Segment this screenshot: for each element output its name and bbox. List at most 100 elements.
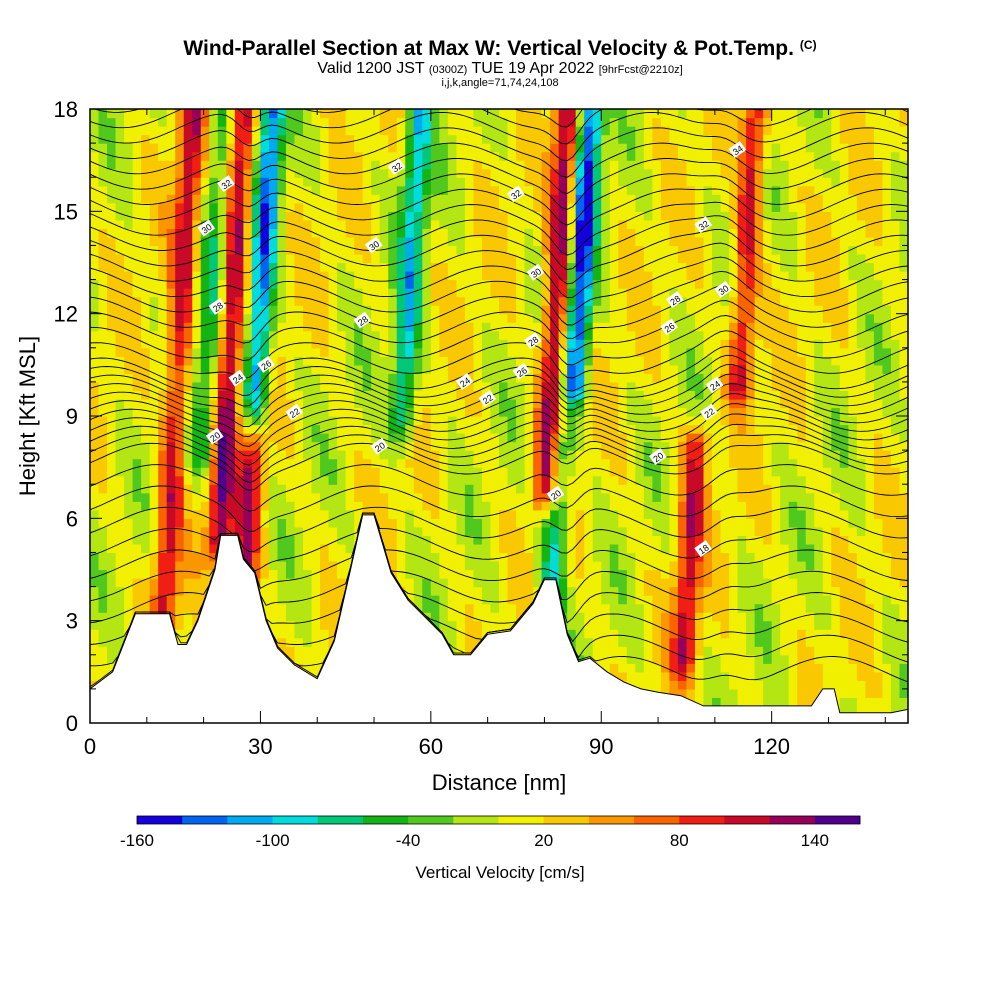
velocity-cell xyxy=(652,518,662,528)
velocity-cell xyxy=(618,117,628,127)
velocity-cell xyxy=(456,390,466,400)
velocity-cell xyxy=(371,373,381,383)
velocity-cell xyxy=(303,356,313,366)
velocity-cell xyxy=(507,356,517,366)
velocity-cell xyxy=(320,637,330,647)
velocity-cell xyxy=(141,450,151,460)
velocity-cell xyxy=(107,109,117,119)
velocity-cell xyxy=(635,663,645,673)
velocity-cell xyxy=(422,313,432,323)
velocity-cell xyxy=(379,347,389,357)
velocity-cell xyxy=(473,535,483,545)
velocity-cell xyxy=(200,271,210,281)
velocity-cell xyxy=(592,219,602,229)
velocity-cell xyxy=(226,390,236,400)
velocity-cell xyxy=(354,347,364,357)
velocity-cell xyxy=(609,202,619,212)
velocity-cell xyxy=(396,424,406,434)
velocity-cell xyxy=(550,364,560,374)
velocity-cell xyxy=(507,288,517,298)
velocity-cell xyxy=(456,433,466,443)
velocity-cell xyxy=(575,279,585,289)
velocity-cell xyxy=(200,305,210,315)
velocity-cell xyxy=(158,322,168,332)
velocity-cell xyxy=(422,484,432,494)
velocity-cell xyxy=(575,202,585,212)
velocity-cell xyxy=(277,612,287,622)
velocity-cell xyxy=(652,543,662,554)
velocity-cell xyxy=(98,364,108,374)
velocity-cell xyxy=(362,390,372,400)
velocity-cell xyxy=(388,109,398,119)
velocity-cell xyxy=(626,416,636,426)
velocity-cell xyxy=(652,569,662,579)
velocity-cell xyxy=(371,151,381,161)
velocity-cell xyxy=(141,356,151,366)
velocity-cell xyxy=(413,134,423,144)
velocity-cell xyxy=(175,236,185,247)
velocity-cell xyxy=(677,688,688,699)
velocity-cell xyxy=(294,433,304,443)
velocity-cell xyxy=(635,475,645,485)
velocity-cell xyxy=(499,177,509,187)
velocity-cell xyxy=(413,219,423,229)
velocity-cell xyxy=(456,441,466,451)
velocity-cell xyxy=(251,117,262,127)
velocity-cell xyxy=(516,279,526,289)
velocity-cell xyxy=(601,654,611,664)
velocity-cell xyxy=(200,356,210,366)
velocity-cell xyxy=(251,475,262,485)
velocity-cell xyxy=(507,603,517,613)
velocity-cell xyxy=(626,560,636,571)
velocity-cell xyxy=(320,407,330,417)
velocity-cell xyxy=(320,526,330,536)
velocity-cell xyxy=(98,339,108,349)
velocity-cell xyxy=(226,424,236,434)
velocity-cell xyxy=(311,279,321,289)
velocity-cell xyxy=(439,202,449,212)
velocity-cell xyxy=(354,467,364,477)
velocity-cell xyxy=(558,279,568,289)
velocity-cell xyxy=(337,484,347,494)
velocity-cell xyxy=(490,492,500,502)
velocity-cell xyxy=(192,484,202,494)
velocity-cell xyxy=(183,313,193,323)
velocity-cell xyxy=(379,416,389,426)
velocity-cell xyxy=(405,211,415,221)
velocity-cell xyxy=(183,296,193,306)
velocity-cell xyxy=(268,458,279,468)
velocity-cell xyxy=(413,330,423,340)
velocity-cell xyxy=(516,262,526,272)
velocity-cell xyxy=(251,253,262,264)
velocity-cell xyxy=(345,492,355,502)
velocity-cell xyxy=(533,424,543,434)
velocity-cell xyxy=(98,202,108,212)
velocity-cell xyxy=(652,202,662,212)
velocity-cell xyxy=(371,305,381,315)
velocity-cell xyxy=(90,501,100,511)
velocity-cell xyxy=(507,262,517,272)
velocity-cell xyxy=(175,620,185,630)
velocity-cell xyxy=(337,228,347,238)
velocity-cell xyxy=(345,543,355,554)
velocity-cell xyxy=(328,433,338,443)
velocity-cell xyxy=(175,305,185,315)
velocity-cell xyxy=(345,322,355,332)
velocity-cell xyxy=(303,569,313,579)
velocity-cell xyxy=(413,339,423,349)
velocity-cell xyxy=(192,168,202,178)
velocity-cell xyxy=(422,356,432,366)
velocity-cell xyxy=(618,629,628,639)
velocity-cell xyxy=(652,501,662,511)
velocity-cell xyxy=(354,450,364,460)
velocity-cell xyxy=(149,364,159,374)
velocity-cell xyxy=(626,569,636,579)
velocity-cell xyxy=(371,271,381,281)
velocity-cell xyxy=(337,526,347,536)
velocity-cell xyxy=(379,330,389,340)
velocity-cell xyxy=(413,535,423,545)
velocity-cell xyxy=(294,501,304,511)
velocity-cell xyxy=(200,381,210,392)
velocity-cell xyxy=(533,313,543,323)
velocity-cell xyxy=(456,356,466,366)
